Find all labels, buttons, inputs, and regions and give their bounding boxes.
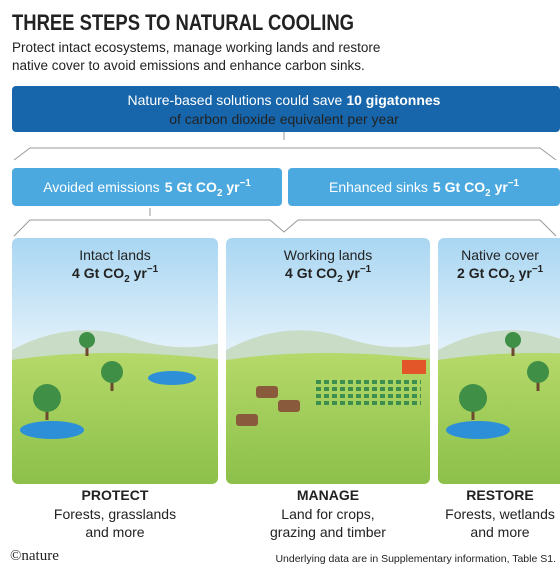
panel-value-part: Gt CO [297,265,338,281]
panel-value-part: yr [347,265,361,281]
pond [20,421,84,439]
panel-value-part: yr [519,265,533,281]
panel-value-part: 2 [124,274,130,285]
panel-value-part: −1 [532,264,544,275]
subtitle: native cover to avoid emissions and enha… [12,58,365,73]
panel-label: Native cover [461,247,539,263]
panel-value-part: 2 [337,274,343,285]
panel-description: and more [470,524,529,540]
tree [459,384,487,412]
branch-label-part: Gt CO [176,179,217,195]
panel-action: RESTORE [466,487,533,503]
panel-description: grazing and timber [270,524,386,540]
logo: ©nature [10,548,59,564]
panel-value-part: 4 [72,265,80,281]
branch-label-part: yr [226,179,240,195]
subtitle: Protect intact ecosystems, manage workin… [12,40,380,55]
panel-value-part: 2 [509,274,515,285]
panel-description: and more [85,524,144,540]
tree [527,361,549,383]
panel-value-part: −1 [360,264,372,275]
panel-action: MANAGE [297,487,359,503]
branch-label-part: −1 [240,178,252,189]
branch-label-part: yr [495,179,509,195]
panel-value-part: Gt CO [84,265,125,281]
branch-label-part: −1 [508,178,520,189]
branch-label-part: 2 [217,188,223,199]
branch-label-part: 5 [433,179,441,195]
panel-description: Land for crops, [281,506,374,522]
branch-label-part: Avoided emissions [43,179,159,195]
cow [278,400,300,412]
cow [236,414,258,426]
branch-label-part: 5 [165,179,173,195]
panel-value-part: 2 [457,265,465,281]
tree [505,332,521,348]
pond [446,421,510,439]
tree [33,384,61,412]
panel-label: Intact lands [79,247,151,263]
cow [256,386,278,398]
tree [79,332,95,348]
panel-action: PROTECT [82,487,149,503]
panel-value-part: Gt CO [469,265,510,281]
source-note: Underlying data are in Supplementary inf… [275,553,556,565]
tractor [402,360,426,374]
summary-text: of carbon dioxide equivalent per year [169,111,399,127]
pond [148,371,196,385]
panel-description: Forests, grasslands [54,506,176,522]
infographic: THREE STEPS TO NATURAL COOLING Protect in… [0,0,560,566]
branch-label-part: Enhanced sinks [329,179,428,195]
panel-description: Forests, wetlands [445,506,555,522]
panel-value-part: −1 [147,264,159,275]
panel-label: Working lands [284,247,372,263]
tree [101,361,123,383]
panel-value-part: yr [134,265,148,281]
branch-label-part: Gt CO [445,179,486,195]
title: THREE STEPS TO NATURAL COOLING [12,10,354,35]
summary-text-part: Nature-based solutions could save [128,92,343,108]
summary-text-part: 10 gigatonnes [346,92,440,108]
panel-value-part: 4 [285,265,293,281]
branch-label-part: 2 [485,188,491,199]
